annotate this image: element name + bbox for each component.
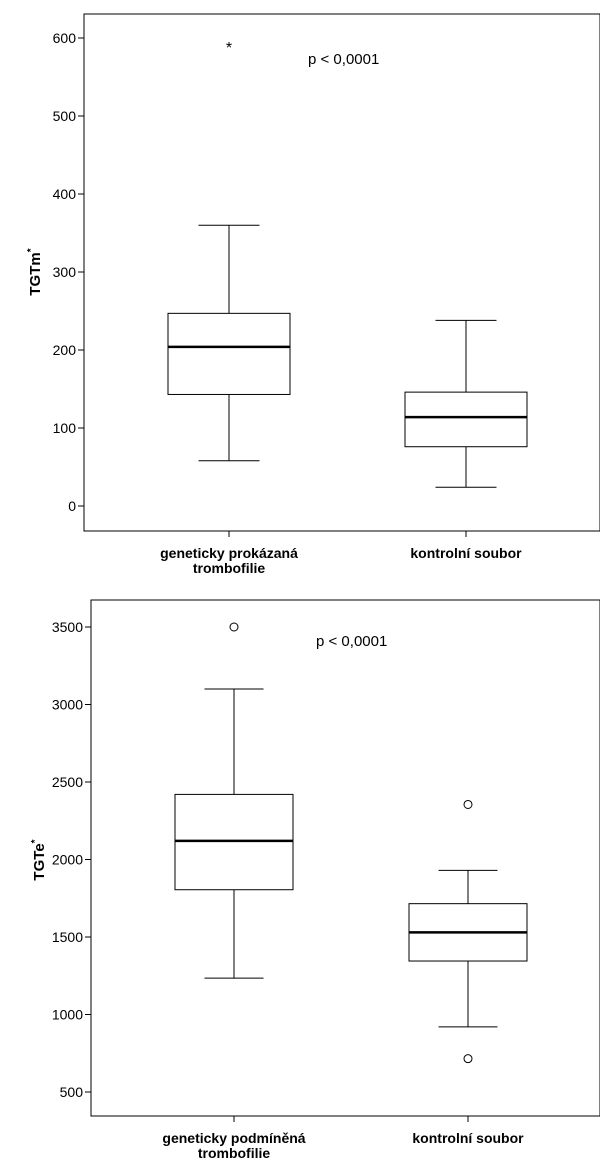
y-tick-label: 400 [53,186,77,202]
y-axis-label: TGTm* [26,248,44,295]
iqr-box [404,391,528,448]
outlier-point [229,622,239,632]
x-category-label: trombofilie [193,560,266,576]
outlier-point [463,1054,473,1064]
plot-frame [83,13,600,532]
p-value-annotation: p < 0,0001 [316,633,387,650]
p-value-annotation: p < 0,0001 [308,51,379,68]
y-axis-label-marker: * [26,248,37,252]
x-category-label: kontrolní soubor [410,545,522,561]
y-tick-label: 100 [53,420,77,436]
y-tick-label: 3500 [52,619,83,635]
x-category-label: trombofilie [198,1145,271,1161]
y-tick-label: 500 [60,1084,84,1100]
box-1: * [167,40,291,462]
y-tick-label: 0 [68,498,76,514]
y-tick-label: 2500 [52,774,83,790]
x-category-label: geneticky prokázaná [160,545,298,561]
box-2 [404,319,528,488]
y-axis-label: TGTe* [30,839,48,880]
x-category-label: geneticky podmíněná [162,1130,305,1146]
box-1 [174,622,294,979]
y-axis-label-marker: * [30,839,41,843]
y-axis-label-text: TGTm [27,252,44,295]
y-tick-label: 2000 [52,852,83,868]
outlier-extreme: * [226,40,232,57]
x-category-label: kontrolní soubor [412,1130,524,1146]
y-tick-label: 1000 [52,1007,83,1023]
plot-frame [90,599,600,1117]
y-tick-label: 3000 [52,697,83,713]
y-tick-label: 300 [53,264,77,280]
chart-panel-2: 500 1000 1500 2000 2500 3000 3500 TGTe* p < 0,00… [30,599,600,1161]
box-2 [408,799,528,1064]
y-tick-label: 500 [53,108,77,124]
outlier-point [463,799,473,809]
y-tick-label: 1500 [52,929,83,945]
y-axis-label-text: TGTe [31,843,48,880]
y-tick-label: 200 [53,342,77,358]
y-tick-label: 600 [53,30,77,46]
iqr-box [167,312,291,395]
